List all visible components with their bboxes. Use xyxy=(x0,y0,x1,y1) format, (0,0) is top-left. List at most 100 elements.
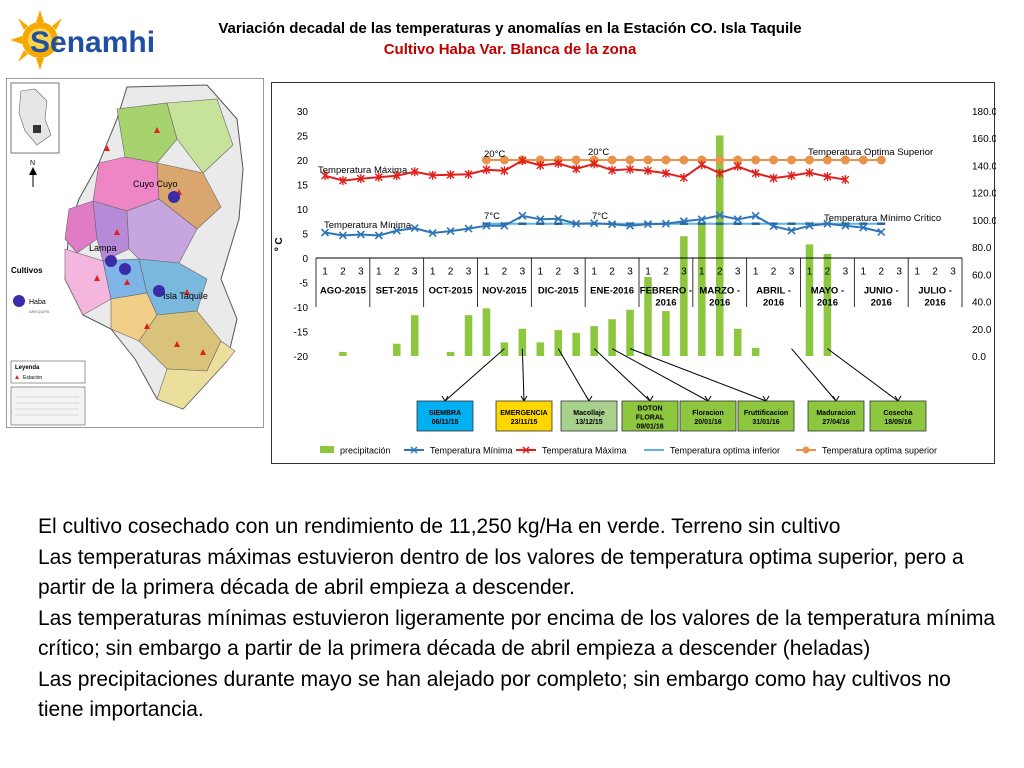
temp-min-point xyxy=(446,226,455,236)
decade-tick-label: 1 xyxy=(322,266,328,277)
legend-title: Cultivos xyxy=(11,266,43,275)
legend-marker xyxy=(522,446,530,454)
phenology-box-text: 27/04/16 xyxy=(822,419,849,426)
temp-min-point xyxy=(877,227,886,237)
phenology-box-text: 20/01/16 xyxy=(694,419,721,426)
map-label-cuyo-cuyo: Cuyo Cuyo xyxy=(133,179,178,189)
temp-max-point xyxy=(572,164,581,174)
precip-bar xyxy=(626,309,634,356)
decade-tick-label: 3 xyxy=(735,266,741,277)
temp-max-point xyxy=(356,174,365,184)
temp-max-point xyxy=(751,168,760,178)
precip-bar xyxy=(698,222,706,356)
phenology-box-text: Floracion xyxy=(692,410,724,417)
opt-superior-point xyxy=(715,155,725,165)
paragraph-precipitation: Las precipitaciones durante mayo se han … xyxy=(38,667,951,722)
decade-tick-label: 1 xyxy=(861,266,867,277)
haba-marker-lampa xyxy=(105,255,117,267)
decade-tick-label: 3 xyxy=(789,266,795,277)
y-right-tick-label: 120.0 xyxy=(972,189,996,200)
phenology-box xyxy=(416,400,474,432)
decade-tick-label: 1 xyxy=(753,266,759,277)
temp-min-line xyxy=(324,214,882,237)
temp-min-point xyxy=(625,221,635,230)
region-map: N Cuyo Cuyo Lampa Isla xyxy=(7,79,263,427)
opt-superior-point xyxy=(679,155,689,165)
phenology-box-text: Macollaje xyxy=(573,410,605,417)
opt-superior-point xyxy=(643,155,653,165)
decade-tick-label: 2 xyxy=(609,266,615,277)
map-info-box xyxy=(10,386,86,426)
svg-text:N: N xyxy=(30,160,35,167)
phenology-box xyxy=(737,400,795,432)
legend-marker xyxy=(802,446,810,454)
y-right-tick-label: 180.0 xyxy=(972,107,996,118)
phenology-box-text: FLORAL xyxy=(636,415,665,422)
temp-max-point xyxy=(392,171,401,181)
decade-tick-label: 3 xyxy=(896,266,902,277)
precip-bar xyxy=(410,315,419,356)
decade-tick-label: 3 xyxy=(520,266,526,277)
decade-tick-label: 1 xyxy=(807,266,813,277)
annotation-20c-b: 20°C xyxy=(588,147,609,158)
temp-min-point xyxy=(482,221,491,230)
opt-superior-point xyxy=(787,155,797,165)
precip-bar xyxy=(805,244,814,356)
legend-box xyxy=(10,360,86,384)
phenology-box xyxy=(560,400,618,432)
senamhi-logo: Senamhi xyxy=(6,8,166,72)
annotation-temp-max: Temperatura Máxima xyxy=(318,165,408,176)
y-right-tick-label: 100.0 xyxy=(972,216,996,227)
opt-superior-point xyxy=(751,155,761,165)
y-left-tick-label: -15 xyxy=(294,328,309,339)
legend-label: Temperatura optima superior xyxy=(822,446,937,456)
inset-map xyxy=(10,82,60,154)
opt-superior-point xyxy=(822,155,832,165)
decade-tick-label: 2 xyxy=(340,266,346,277)
logo-text: Senamhi xyxy=(30,26,155,59)
temp-max-point xyxy=(500,166,509,176)
decade-tick-label: 2 xyxy=(825,266,831,277)
temp-min-point xyxy=(823,219,832,228)
phenology-box xyxy=(869,400,927,432)
precip-bar xyxy=(662,311,670,356)
decade-tick-label: 3 xyxy=(466,266,472,277)
month-label: 2016 xyxy=(925,298,946,309)
temp-max-point xyxy=(554,158,563,168)
temp-max-point xyxy=(661,168,670,178)
legend-label: Temperatura Mínima xyxy=(430,446,513,456)
phenology-box-text: 06/11/15 xyxy=(432,419,459,426)
legend-haba-sub: AREQUIPA xyxy=(29,309,50,314)
temp-min-point xyxy=(536,215,545,224)
temp-min-point xyxy=(428,228,437,238)
y-right-tick-label: 60.0 xyxy=(972,270,992,281)
temp-min-point xyxy=(572,219,581,228)
temp-max-point xyxy=(374,172,383,182)
phenology-box-text: EMERGENCIA xyxy=(500,410,547,417)
temp-max-point xyxy=(643,166,652,176)
temp-min-point xyxy=(392,226,401,235)
decade-tick-label: 3 xyxy=(358,266,364,277)
decade-tick-label: 2 xyxy=(717,266,723,277)
y-left-tick-label: 5 xyxy=(302,230,308,241)
y-left-tick-label: -5 xyxy=(299,279,308,290)
legend-haba-label: Haba xyxy=(29,299,46,306)
temp-max-point xyxy=(590,159,599,169)
phenology-box-text: SIEMBRA xyxy=(429,410,461,417)
opt-superior-point xyxy=(769,155,779,165)
precip-bar xyxy=(823,253,832,356)
month-label: 2016 xyxy=(763,298,784,309)
haba-marker-lampa-2 xyxy=(119,263,131,275)
y-left-tick-label: 0 xyxy=(302,254,308,265)
legend-label: Temperatura Máxima xyxy=(542,446,627,456)
temp-min-point xyxy=(733,215,742,224)
y-right-tick-label: 160.0 xyxy=(972,134,996,145)
decade-tick-label: 2 xyxy=(771,266,777,277)
temp-max-point xyxy=(715,168,724,178)
temp-min-point xyxy=(787,226,796,235)
precip-bar xyxy=(590,326,598,356)
y-right-tick-label: 20.0 xyxy=(972,325,992,336)
decade-tick-label: 1 xyxy=(645,266,651,277)
temp-min-point xyxy=(374,231,383,240)
temp-max-point xyxy=(626,164,635,174)
